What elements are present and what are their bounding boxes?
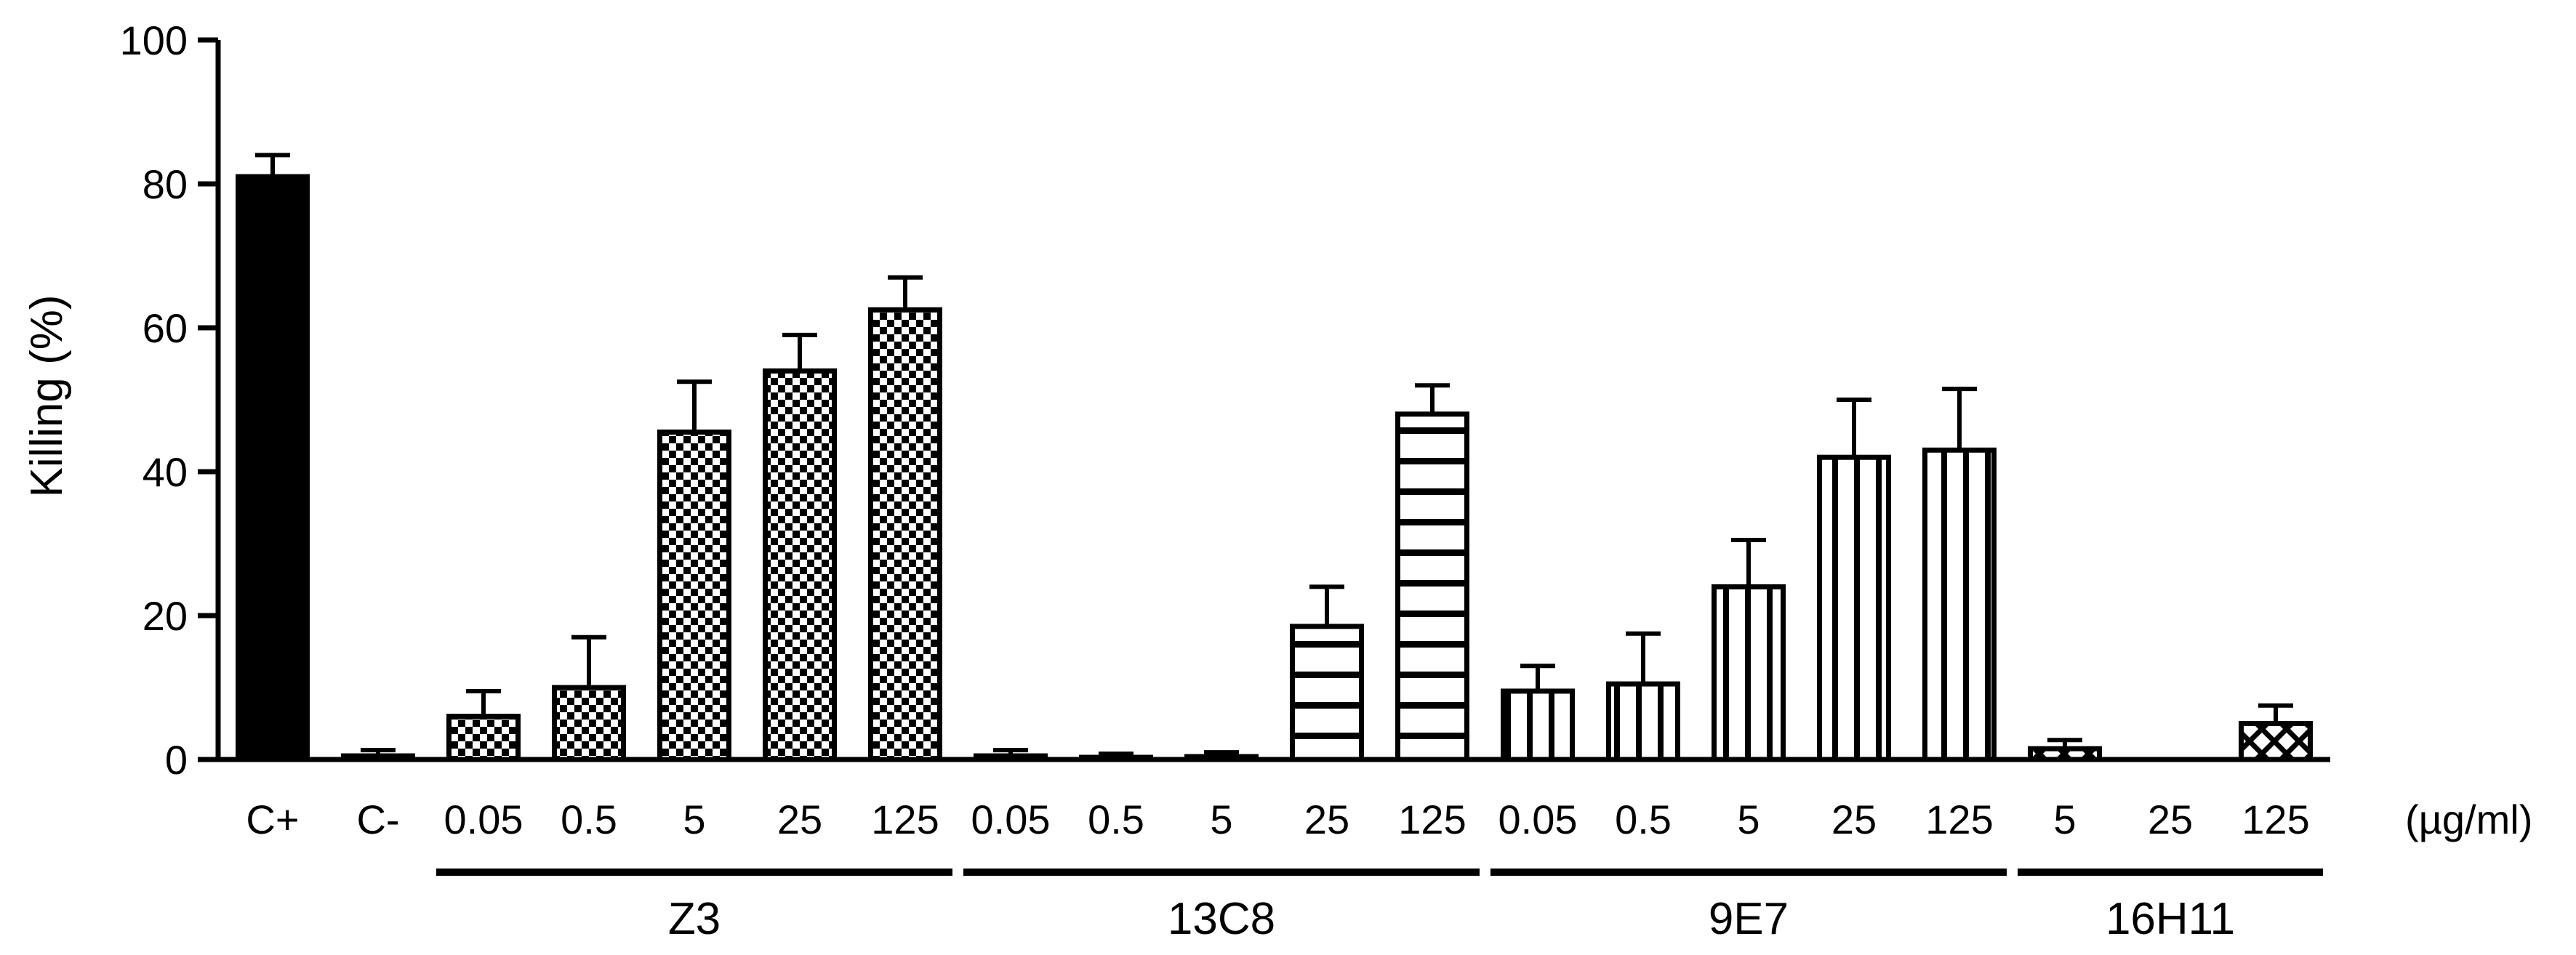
bar — [2028, 746, 2102, 762]
bar — [341, 753, 415, 762]
x-tick-label: 125 — [2242, 797, 2309, 842]
bars — [236, 153, 2313, 762]
x-tick-label: 0.05 — [444, 797, 523, 842]
x-tick-label: 25 — [2148, 797, 2193, 842]
x-tick-label: 5 — [1210, 797, 1232, 842]
x-tick-label: 5 — [1737, 797, 1760, 842]
x-tick-label: 25 — [777, 797, 822, 842]
x-tick-label: 0.5 — [1615, 797, 1672, 842]
y-tick-label: 100 — [120, 17, 188, 63]
group-label: Z3 — [668, 894, 721, 944]
x-tick-label: 125 — [1398, 797, 1466, 842]
group-brackets: Z3 13C8 9E7 16H11 — [436, 869, 2323, 944]
bar — [657, 430, 731, 762]
bar — [1395, 411, 1469, 762]
bar — [763, 368, 837, 762]
x-tick-label: 0.05 — [1498, 797, 1578, 842]
x-tick-label: 0.5 — [561, 797, 617, 842]
x-tick-label: 125 — [1925, 797, 1993, 842]
x-tick-label: 5 — [2053, 797, 2076, 842]
bar — [446, 714, 521, 762]
bar — [2239, 721, 2313, 762]
x-tick-label: C+ — [246, 797, 299, 842]
bar — [1290, 624, 1364, 762]
bar — [1712, 584, 1786, 762]
bar — [1817, 454, 1891, 762]
axes: 0 20 40 60 80 100 — [120, 17, 2330, 783]
x-tick-label: 25 — [1304, 797, 1349, 842]
y-tick-label: 40 — [143, 449, 188, 495]
y-tick-label: 60 — [143, 305, 188, 351]
x-tick-label: 25 — [1831, 797, 1877, 842]
bar — [868, 307, 942, 762]
bar — [974, 753, 1048, 762]
y-axis-label: Killing (%) — [22, 294, 72, 497]
bar — [1079, 754, 1153, 762]
x-tick-label: C- — [356, 797, 399, 842]
x-tick-label: 0.05 — [971, 797, 1051, 842]
bar — [552, 685, 626, 762]
x-tick-labels: C+ C- 0.05 0.5 5 25 125 0.05 0.5 5 25 125 0.05 0.5 5 25… — [246, 797, 2309, 842]
bar — [1501, 688, 1575, 762]
group-label: 9E7 — [1709, 894, 1789, 944]
x-tick-label: 5 — [683, 797, 705, 842]
x-tick-label: 125 — [871, 797, 939, 842]
bar — [1922, 447, 1997, 762]
unit-label: (µg/ml) — [2405, 797, 2532, 842]
x-tick-label: 0.5 — [1088, 797, 1144, 842]
y-tick-label: 0 — [165, 737, 188, 783]
group-label: 16H11 — [2106, 894, 2235, 944]
group-label: 13C8 — [1168, 894, 1275, 944]
bar — [236, 174, 310, 762]
bar — [1184, 754, 1259, 762]
bar — [1606, 681, 1680, 762]
y-tick-label: 20 — [143, 593, 188, 639]
y-tick-label: 80 — [143, 161, 188, 207]
